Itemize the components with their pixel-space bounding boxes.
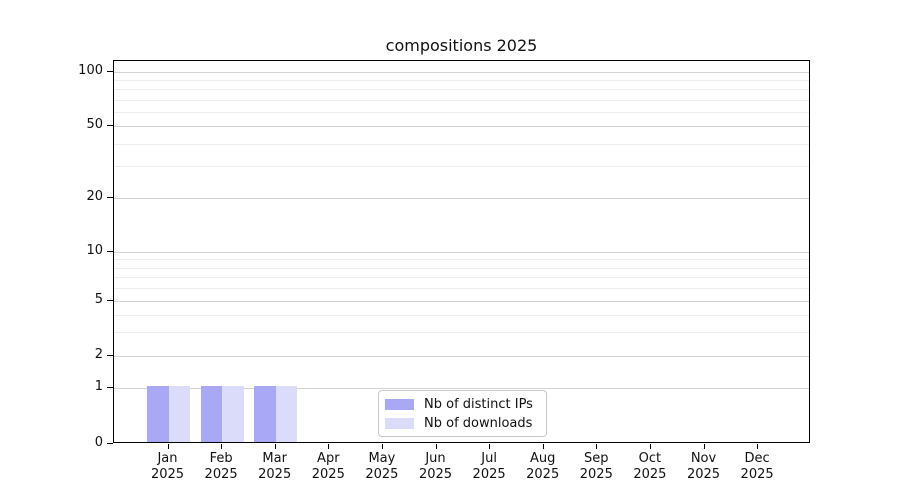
y-tick-mark <box>107 300 113 301</box>
y-gridline-major <box>114 72 809 73</box>
legend-label-distinct-ips: Nb of distinct IPs <box>424 396 533 412</box>
legend: Nb of distinct IPs Nb of downloads <box>378 390 547 437</box>
y-gridline-minor <box>114 267 809 269</box>
y-tick-mark <box>107 251 113 252</box>
bar-distinct-ips <box>147 386 169 442</box>
y-gridline-major <box>114 356 809 358</box>
x-tick-label: Mar 2025 <box>258 451 292 482</box>
x-tick-mark <box>542 444 544 449</box>
x-tick-mark <box>435 444 437 449</box>
x-tick-label: Aug 2025 <box>526 451 560 482</box>
x-tick-label: Jun 2025 <box>418 451 453 482</box>
y-gridline-minor <box>114 314 809 316</box>
x-tick-label: Nov 2025 <box>686 451 721 482</box>
y-tick-mark <box>107 197 113 198</box>
x-tick-label: Feb 2025 <box>204 451 238 482</box>
x-tick-label: Apr 2025 <box>311 451 345 482</box>
y-tick-mark <box>107 443 113 444</box>
legend-label-downloads: Nb of downloads <box>424 415 533 431</box>
y-gridline-major <box>114 252 809 253</box>
bar-downloads <box>275 386 298 442</box>
x-tick-label: May 2025 <box>365 451 399 482</box>
x-tick-mark <box>328 444 330 449</box>
y-gridline-minor <box>114 288 809 290</box>
x-tick-label: Dec 2025 <box>740 451 774 482</box>
x-tick-mark <box>757 444 759 449</box>
y-tick-mark <box>107 125 113 126</box>
y-tick-label: 2 <box>94 347 103 363</box>
x-tick-mark <box>381 444 383 449</box>
bar-distinct-ips <box>254 386 276 442</box>
legend-swatch-distinct-ips <box>385 398 414 410</box>
y-gridline-minor <box>114 259 809 261</box>
bar-distinct-ips <box>200 386 223 442</box>
y-tick-label: 10 <box>86 243 103 258</box>
x-tick-mark <box>596 444 598 449</box>
y-gridline-minor <box>114 166 809 168</box>
bar-downloads <box>222 386 244 442</box>
y-gridline-minor <box>114 143 809 145</box>
y-tick-label: 1 <box>94 379 103 394</box>
y-gridline-minor <box>114 99 809 101</box>
legend-row-distinct-ips: Nb of distinct IPs <box>385 396 538 412</box>
x-tick-mark <box>221 444 223 449</box>
chart-title: compositions 2025 <box>385 36 538 55</box>
y-gridline-minor <box>114 89 809 91</box>
y-tick-label: 20 <box>86 189 103 204</box>
x-tick-mark <box>167 444 169 449</box>
x-tick-label: Sep 2025 <box>579 451 613 482</box>
y-gridline-minor <box>114 80 809 82</box>
y-gridline-minor <box>114 331 809 333</box>
y-gridline-major <box>114 388 809 389</box>
x-tick-mark <box>703 444 705 449</box>
y-tick-mark <box>107 387 113 388</box>
y-tick-mark <box>107 71 113 72</box>
y-gridline-major <box>114 126 809 127</box>
y-gridline-major <box>114 301 809 302</box>
legend-swatch-downloads <box>385 417 414 429</box>
x-tick-label: Jul 2025 <box>472 451 506 482</box>
x-tick-mark <box>649 444 651 449</box>
legend-row-downloads: Nb of downloads <box>385 415 538 431</box>
bar-downloads <box>168 386 190 442</box>
y-tick-label: 0 <box>94 435 103 450</box>
y-tick-label: 50 <box>86 117 103 132</box>
y-gridline-minor <box>114 277 809 279</box>
plot-area <box>113 60 810 443</box>
x-tick-mark <box>274 444 276 449</box>
x-tick-label: Jan 2025 <box>150 451 185 482</box>
x-tick-label: Oct 2025 <box>633 451 667 482</box>
y-tick-mark <box>107 355 113 357</box>
y-gridline-major <box>114 198 809 199</box>
x-tick-mark <box>489 444 491 449</box>
y-gridline-minor <box>114 111 809 113</box>
y-tick-label: 5 <box>94 292 103 307</box>
y-tick-label: 100 <box>78 63 103 78</box>
